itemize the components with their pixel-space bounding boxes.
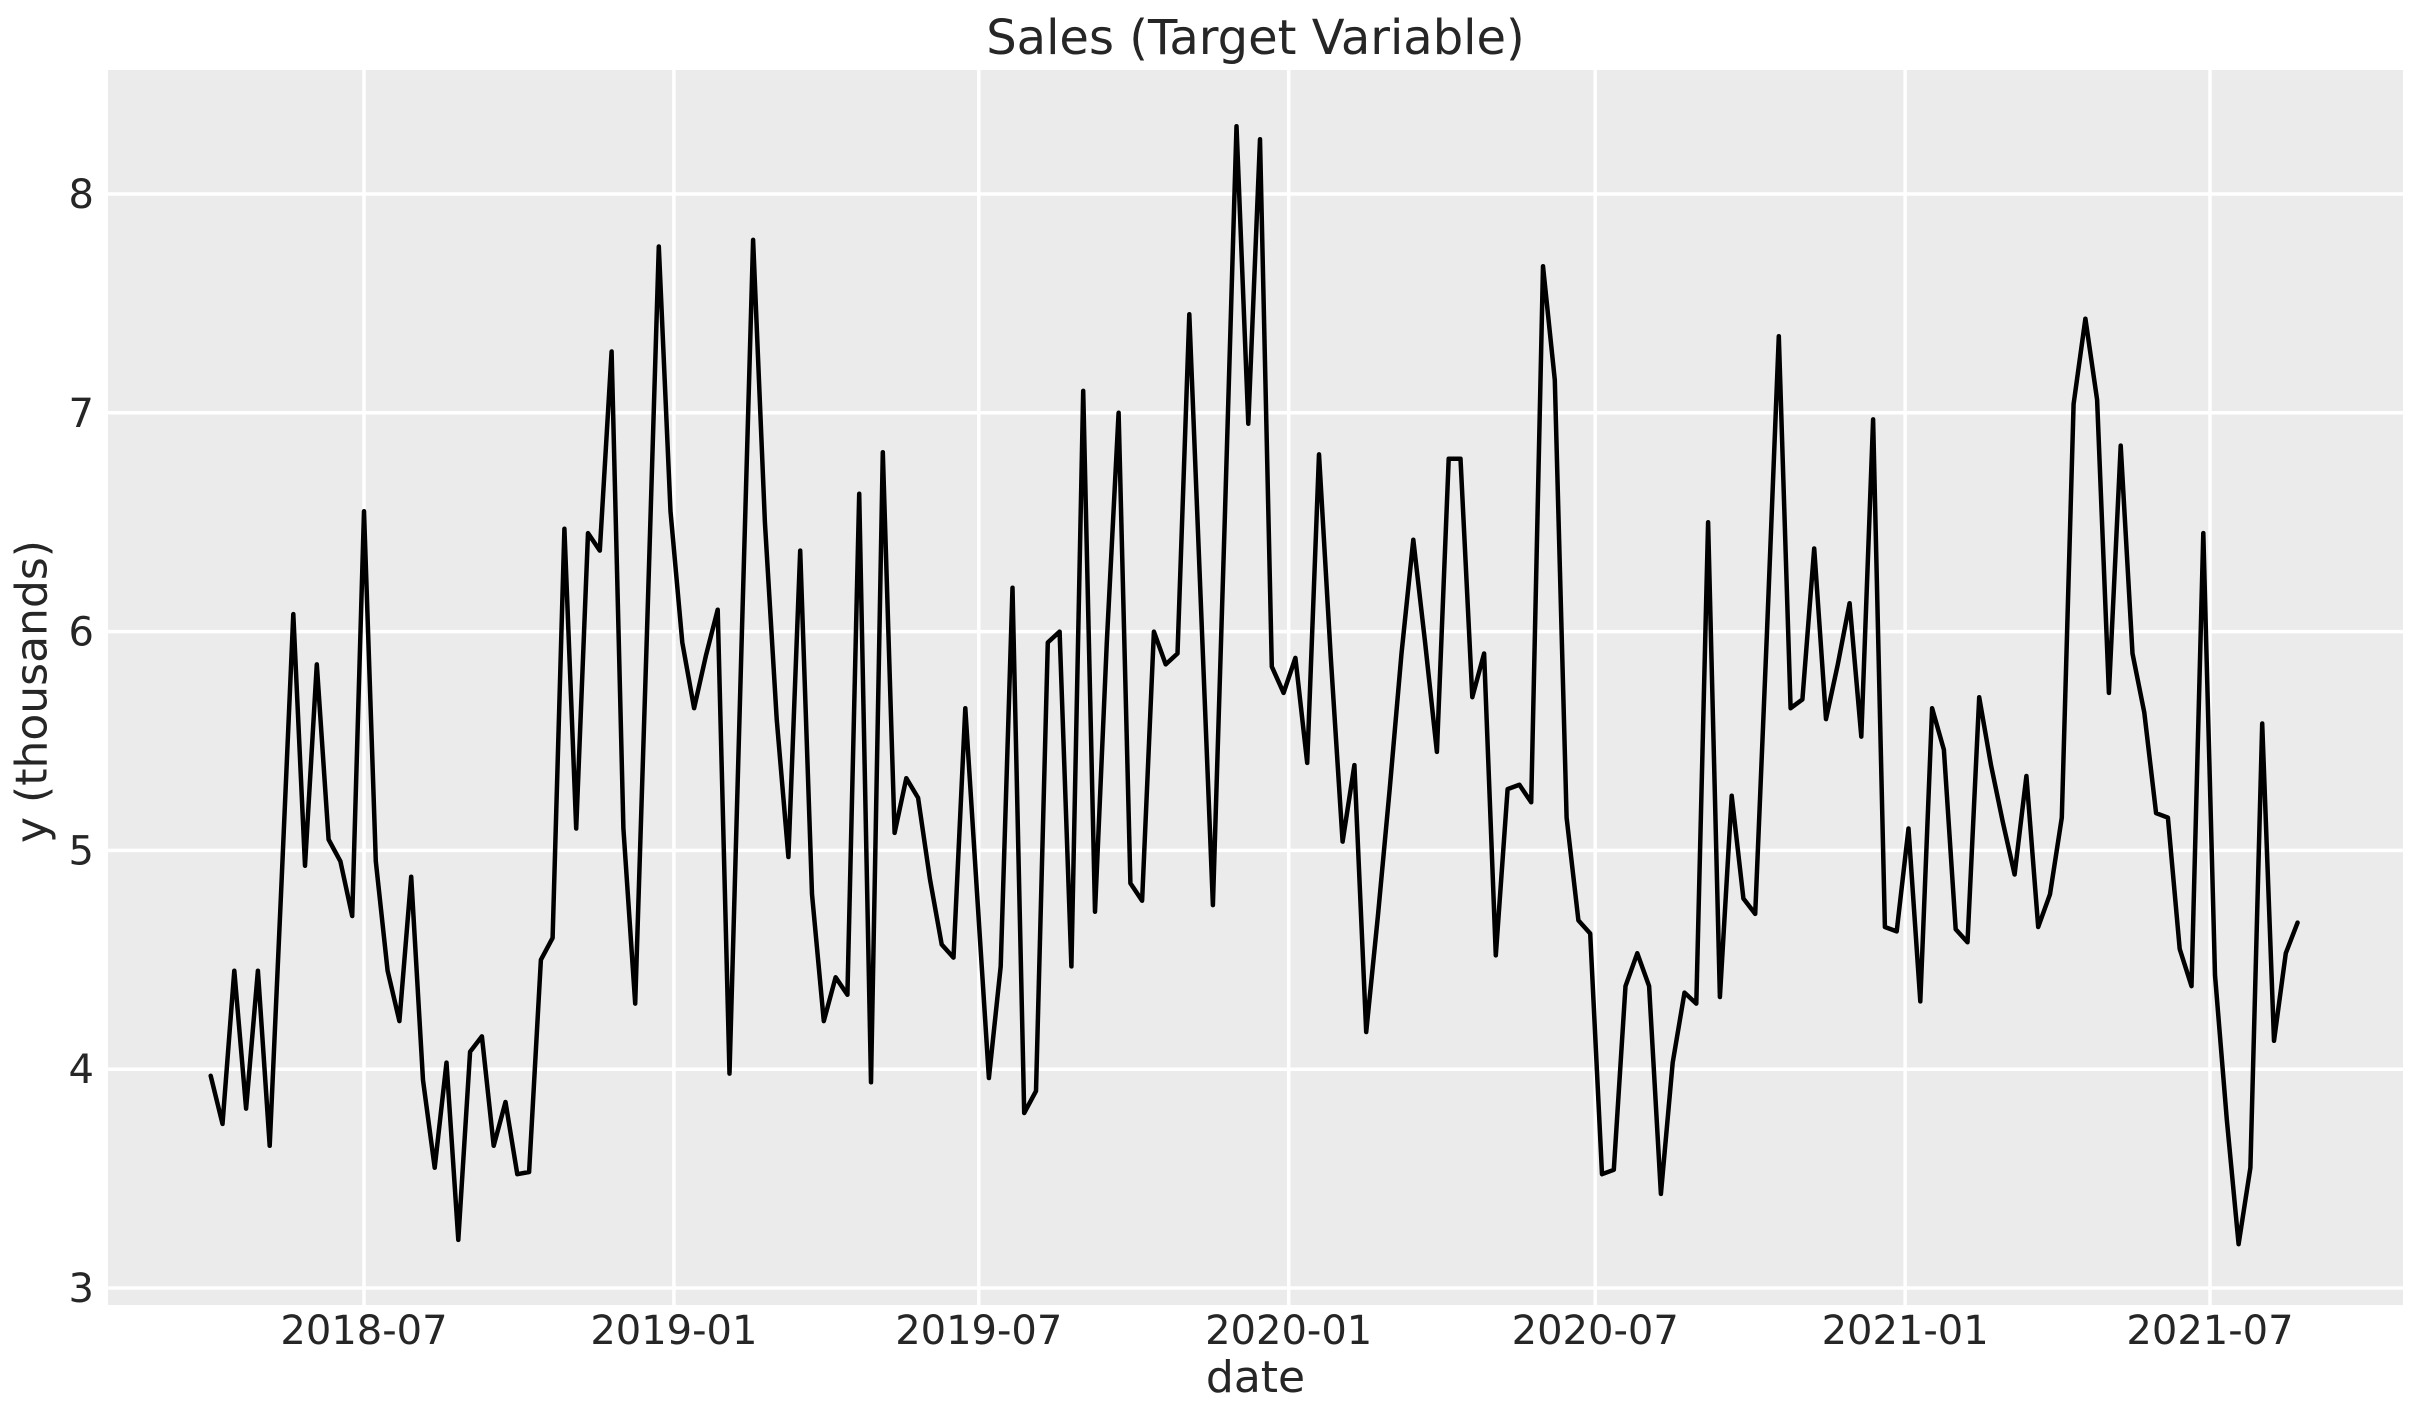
x-tick-label: 2020-07 [1512, 1308, 1679, 1354]
y-tick-label: 3 [69, 1266, 94, 1312]
y-tick-label: 4 [69, 1047, 94, 1093]
x-tick-label: 2019-01 [590, 1308, 757, 1354]
x-tick-label: 2020-01 [1205, 1308, 1372, 1354]
series-line-sales [208, 123, 2300, 1247]
x-axis-label: date [1205, 1352, 1306, 1403]
x-tick-label: 2019-07 [895, 1308, 1062, 1354]
chart-title: Sales (Target Variable) [986, 10, 1525, 66]
y-tick-label: 8 [69, 172, 94, 218]
x-tick-label: 2021-01 [1822, 1308, 1989, 1354]
y-tick-label: 5 [69, 828, 94, 874]
x-tick-label: 2021-07 [2126, 1308, 2293, 1354]
x-tick-label: 2018-07 [280, 1308, 447, 1354]
y-tick-label: 6 [69, 610, 94, 656]
y-tick-label: 7 [69, 391, 94, 437]
y-axis-label: y (thousands) [6, 540, 58, 843]
